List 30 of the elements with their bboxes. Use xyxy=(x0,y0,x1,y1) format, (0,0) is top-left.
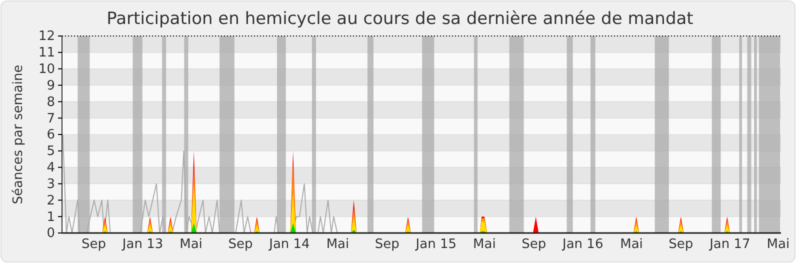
x-tick-label: Sep xyxy=(668,237,694,252)
y-axis-title: Séances par semaine xyxy=(11,64,26,204)
y-tick-label: 7 xyxy=(46,111,55,126)
x-tick-label: Mai xyxy=(180,237,202,252)
x-tick-label: Sep xyxy=(374,237,400,252)
y-tick-label: 1 xyxy=(46,210,55,225)
y-tick-label: 0 xyxy=(46,226,55,242)
x-tick-label: Jan 13 xyxy=(121,237,164,252)
y-tick-label: 10 xyxy=(38,62,55,77)
y-tick-label: 9 xyxy=(46,78,55,94)
y-tick-label: 2 xyxy=(46,193,55,208)
y-tick-label: 5 xyxy=(46,144,55,160)
x-tick-label: Jan 14 xyxy=(268,237,310,252)
y-tick-label: 4 xyxy=(46,160,55,176)
x-tick-label: Jan 15 xyxy=(414,237,457,252)
x-tick-label: Sep xyxy=(522,237,546,252)
x-tick-label: Mai xyxy=(620,237,643,252)
y-tick-label: 12 xyxy=(38,29,55,44)
y-tick-label: 11 xyxy=(38,46,55,61)
x-tick-label: Mai xyxy=(473,237,496,252)
x-tick-label: Jan 17 xyxy=(708,237,750,252)
x-tick-label: Mai xyxy=(326,237,350,252)
x-tick-label: Mai xyxy=(766,237,790,252)
chart-title: Participation en hemicycle au cours de sa dernière année de mandat xyxy=(106,9,694,29)
y-tick-label: 6 xyxy=(46,128,55,143)
x-tick-label: Sep xyxy=(81,237,106,252)
y-tick-label: 8 xyxy=(46,94,55,110)
x-tick-label: Jan 16 xyxy=(562,237,604,252)
x-tick-label: Sep xyxy=(228,237,253,252)
y-tick-label: 3 xyxy=(46,176,55,192)
